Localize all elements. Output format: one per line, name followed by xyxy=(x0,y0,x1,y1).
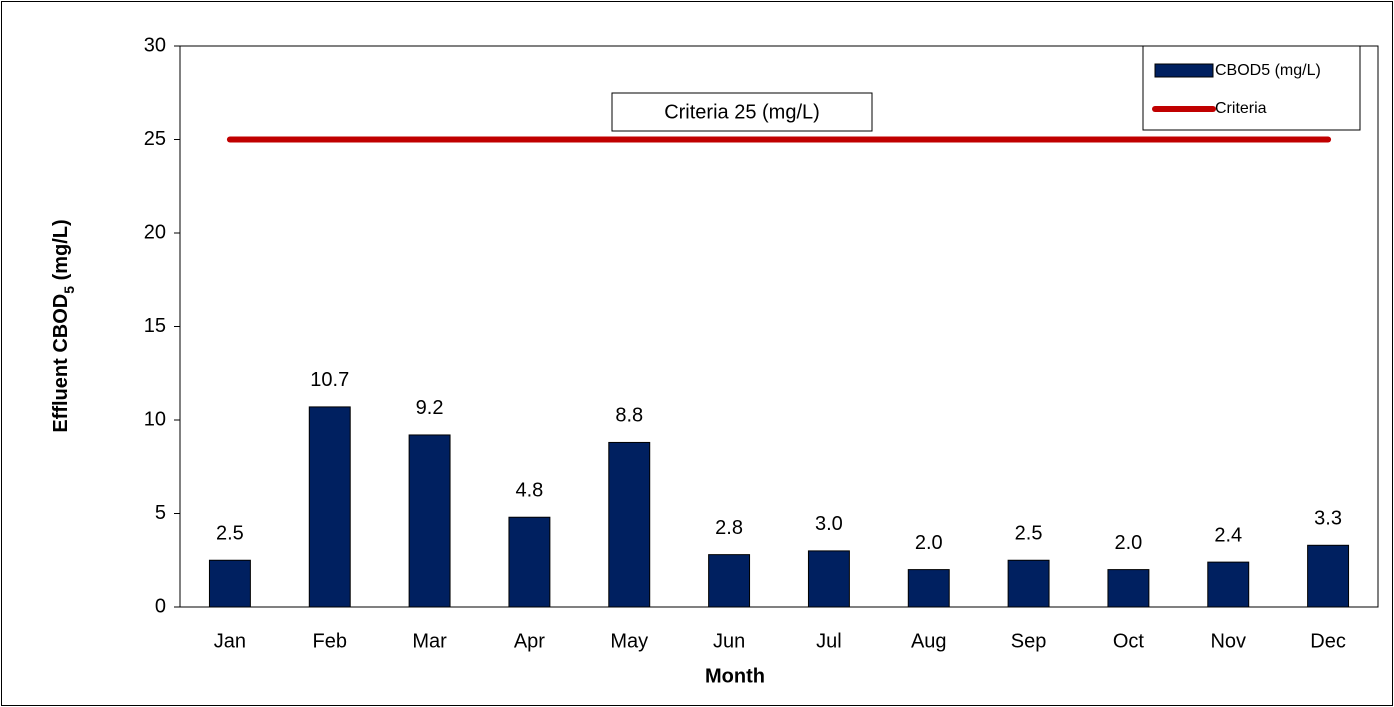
data-label: 2.4 xyxy=(1214,524,1242,546)
bar xyxy=(1207,561,1250,608)
x-axis-label: Month xyxy=(705,665,765,687)
x-tick-label: Mar xyxy=(412,630,447,652)
bar xyxy=(907,569,950,608)
legend-label: CBOD5 (mg/L) xyxy=(1215,62,1321,79)
bar xyxy=(807,550,850,608)
x-tick-label: Sep xyxy=(1011,630,1047,652)
legend-swatch xyxy=(1154,63,1214,78)
data-label: 2.5 xyxy=(1015,523,1043,545)
data-label: 3.3 xyxy=(1314,508,1342,530)
annotation: Criteria 25 (mg/L) xyxy=(664,101,820,123)
bar xyxy=(1307,544,1350,608)
x-tick-label: Feb xyxy=(313,630,347,652)
bar xyxy=(1107,569,1150,608)
legend-box xyxy=(1142,45,1361,131)
data-label: 2.8 xyxy=(715,517,743,539)
x-tick-label: Aug xyxy=(911,630,947,652)
bar xyxy=(408,434,451,608)
y-tick-label: 30 xyxy=(144,34,166,56)
x-tick-label: Dec xyxy=(1310,630,1346,652)
bar xyxy=(1007,559,1050,608)
y-label-text: Effluent CBOD xyxy=(50,294,72,433)
bar xyxy=(308,406,351,608)
data-label: 10.7 xyxy=(310,369,349,391)
x-tick-label: Jun xyxy=(713,630,745,652)
bar xyxy=(208,559,251,608)
x-tick-label: May xyxy=(610,630,648,652)
annotation-box xyxy=(611,92,873,132)
data-label: 3.0 xyxy=(815,513,843,535)
bar xyxy=(708,554,751,608)
data-label: 2.0 xyxy=(1115,532,1143,554)
data-label: 4.8 xyxy=(516,480,544,502)
x-tick-label: Jan xyxy=(214,630,246,652)
y-tick-label: 25 xyxy=(144,128,166,150)
x-tick-label: Apr xyxy=(514,630,545,652)
x-tick-label: Jul xyxy=(816,630,842,652)
y-tick-label: 15 xyxy=(144,315,166,337)
y-tick-label: 5 xyxy=(155,502,166,524)
bar xyxy=(608,441,651,608)
x-tick-label: Nov xyxy=(1210,630,1246,652)
data-label: 2.0 xyxy=(915,532,943,554)
y-tick-label: 20 xyxy=(144,221,166,243)
x-tick-label: Oct xyxy=(1113,630,1145,652)
y-label-subscript: 5 xyxy=(61,286,77,294)
legend-label: Criteria xyxy=(1215,100,1267,117)
y-tick-label: 0 xyxy=(155,595,166,617)
data-label: 8.8 xyxy=(615,405,643,427)
bar xyxy=(508,516,551,608)
data-label: 2.5 xyxy=(216,523,244,545)
data-label: 9.2 xyxy=(416,397,444,419)
y-tick-label: 10 xyxy=(144,408,166,430)
y-axis-label: Effluent CBOD5 (mg/L) xyxy=(50,219,76,432)
y-label-suffix: (mg/L) xyxy=(50,219,72,286)
